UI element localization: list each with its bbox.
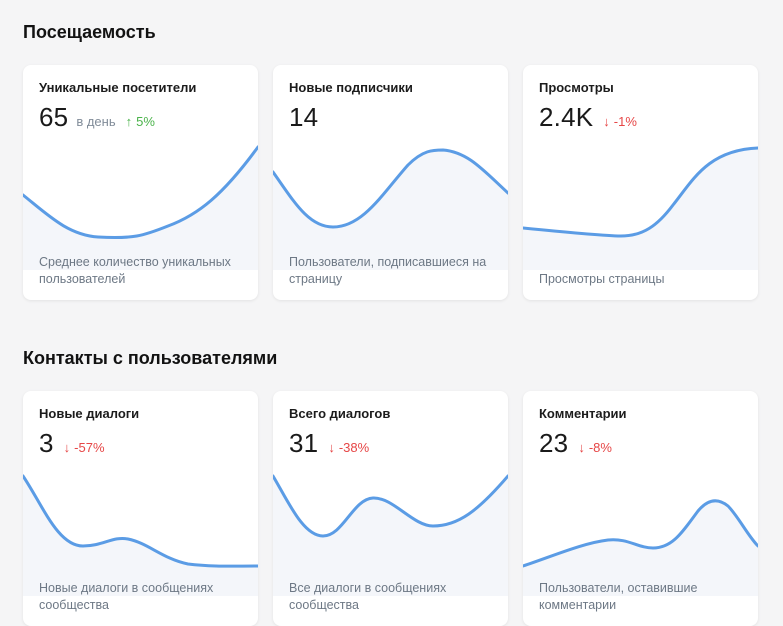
card-new-dialogs[interactable]: Новые диалоги 3 ↓ -57% Новые диалоги в с… bbox=[23, 391, 258, 626]
sparkline-line bbox=[23, 474, 258, 568]
metric-value: 31 bbox=[289, 428, 319, 458]
card-title: Новые подписчики bbox=[289, 80, 413, 95]
card-title: Всего диалогов bbox=[289, 406, 391, 421]
card-description: Новые диалоги в сообщениях сообщества bbox=[39, 581, 214, 612]
trend-value: -57% bbox=[74, 440, 105, 455]
metric-value: 23 bbox=[539, 428, 569, 458]
sparkline-chart bbox=[523, 146, 758, 270]
sparkline-chart bbox=[273, 148, 508, 270]
metric: 23 ↓ -8% bbox=[539, 428, 612, 459]
sparkline-area bbox=[523, 500, 758, 596]
sparkline-chart bbox=[523, 499, 758, 596]
arrow-down-icon: ↓ bbox=[603, 114, 610, 129]
metric-suffix: в день bbox=[76, 114, 116, 129]
sparkline-area bbox=[23, 147, 258, 270]
trend-value: -38% bbox=[338, 440, 370, 455]
sparkline-chart bbox=[273, 474, 508, 596]
trend-badge: ↓ -38% bbox=[328, 440, 369, 455]
card-title: Просмотры bbox=[539, 80, 614, 95]
arrow-down-icon: ↓ bbox=[328, 440, 335, 455]
sparkline-line bbox=[273, 474, 508, 538]
card-title: Комментарии bbox=[539, 406, 627, 421]
card-description: Пользователи, подписавшиеся на страницу bbox=[289, 255, 487, 286]
metric-value: 2.4K bbox=[539, 102, 594, 132]
metric: 65 в день ↑ 5% bbox=[39, 102, 155, 133]
card-new-subscribers[interactable]: Новые подписчики 14 Пользователи, подпис… bbox=[273, 65, 508, 300]
sparkline-line bbox=[273, 148, 508, 229]
card-views[interactable]: Просмотры 2.4K ↓ -1% Просмотры страницы bbox=[523, 65, 758, 300]
sparkline-area bbox=[23, 476, 258, 596]
trend-badge: ↓ -8% bbox=[578, 440, 612, 455]
metric-value: 65 bbox=[39, 102, 69, 132]
sparkline-line bbox=[23, 145, 258, 240]
metric-value: 3 bbox=[39, 428, 54, 458]
trend-value: 5% bbox=[136, 114, 155, 129]
trend-badge: ↓ -1% bbox=[603, 114, 637, 129]
card-title: Уникальные посетители bbox=[39, 80, 197, 95]
metric: 3 ↓ -57% bbox=[39, 428, 105, 459]
trend-badge: ↓ -57% bbox=[64, 440, 105, 455]
trend-value: -1% bbox=[613, 114, 637, 129]
card-description: Все диалоги в сообщениях сообщества bbox=[289, 581, 447, 612]
card-comments[interactable]: Комментарии 23 ↓ -8% Пользователи, остав… bbox=[523, 391, 758, 626]
metric: 14 bbox=[289, 102, 318, 133]
card-unique-visitors[interactable]: Уникальные посетители 65 в день ↑ 5% Сре… bbox=[23, 65, 258, 300]
arrow-down-icon: ↓ bbox=[63, 440, 71, 455]
sparkline-chart bbox=[23, 474, 258, 596]
card-total-dialogs[interactable]: Всего диалогов 31 ↓ -38% Все диалоги в с… bbox=[273, 391, 508, 626]
arrow-down-icon: ↓ bbox=[578, 440, 585, 455]
card-title: Новые диалоги bbox=[39, 406, 140, 421]
sparkline-area bbox=[523, 148, 758, 270]
sparkline-line bbox=[523, 146, 758, 238]
card-description: Просмотры страницы bbox=[539, 272, 665, 286]
sparkline-line bbox=[523, 499, 758, 568]
metric-value: 14 bbox=[289, 102, 319, 132]
trend-value: -8% bbox=[588, 440, 612, 455]
sparkline-chart bbox=[23, 145, 258, 270]
section-title: Посещаемость bbox=[23, 22, 156, 42]
sparkline-area bbox=[273, 476, 508, 596]
sparkline-area bbox=[273, 150, 508, 270]
card-description: Пользователи, оставившие комментарии bbox=[539, 581, 698, 612]
metric: 2.4K ↓ -1% bbox=[539, 102, 637, 133]
trend-badge: ↑ 5% bbox=[126, 114, 155, 129]
section-title: Контакты с пользователями bbox=[23, 348, 278, 368]
arrow-up-icon: ↑ bbox=[125, 114, 133, 129]
card-description: Среднее количество уникальных пользовате… bbox=[39, 255, 231, 286]
metric: 31 ↓ -38% bbox=[289, 428, 369, 459]
